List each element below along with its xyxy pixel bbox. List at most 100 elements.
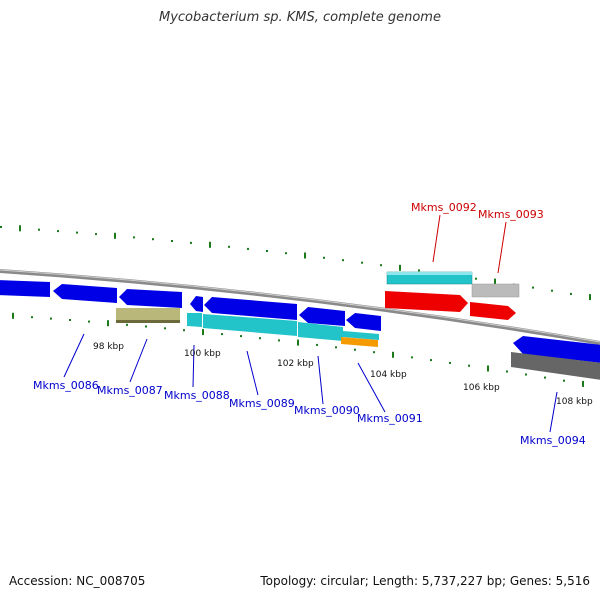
scale-labels: 98 kbp 100 kbp 102 kbp 104 kbp 106 kbp 1…	[93, 342, 593, 407]
upper-row-major-tick	[399, 264, 401, 271]
gene-label-mkms-0089[interactable]: Mkms_0089	[229, 397, 295, 410]
gene-block-mkms-0089-cyan[interactable]	[203, 314, 297, 336]
gene-arrow-mkms-0085[interactable]	[0, 280, 50, 297]
scale-label-106kbp: 106 kbp	[463, 383, 500, 393]
gene-label-mkms-0091[interactable]: Mkms_0091	[357, 412, 423, 425]
gene-label-mkms-0087[interactable]: Mkms_0087	[97, 384, 163, 397]
upper-row-major-tick	[114, 232, 116, 239]
upper-row-minor-tick	[551, 289, 553, 292]
upper-row-minor-tick	[57, 230, 59, 233]
gene-block-mkms-0087-olive[interactable]	[116, 308, 180, 322]
upper-row-minor-tick	[247, 247, 249, 250]
leader-line-mkms-0091	[357, 362, 386, 413]
lower-row-minor-tick	[50, 317, 52, 320]
upper-row-minor-tick	[532, 286, 534, 289]
gene-block-mkms-0090-cyan[interactable]	[298, 322, 343, 341]
gene-block-mkms-0088-cyan[interactable]	[187, 313, 202, 327]
gene-arrow-mkms-0090[interactable]	[299, 307, 345, 326]
upper-row-major-tick	[19, 225, 21, 232]
leader-line-mkms-0092	[432, 214, 441, 263]
lower-row-minor-tick	[449, 361, 451, 364]
upper-row-minor-tick	[95, 233, 97, 236]
leader-line-mkms-0094	[549, 391, 558, 433]
lower-row-minor-tick	[430, 359, 432, 362]
gene-block-mkms-0087-olive-edge	[116, 320, 180, 323]
lower-row-minor-tick	[31, 316, 33, 319]
gene-arrow-mkms-0088[interactable]	[190, 296, 203, 312]
leader-line-mkms-0093	[497, 221, 507, 274]
upper-row-minor-tick	[190, 241, 192, 244]
upper-row-major-tick	[304, 252, 306, 259]
upper-row-minor-tick	[76, 231, 78, 234]
upper-row-minor-tick	[475, 277, 477, 280]
upper-row-minor-tick	[38, 228, 40, 231]
gene-label-mkms-0090[interactable]: Mkms_0090	[294, 404, 360, 417]
lower-row-major-tick	[392, 351, 394, 358]
gene-label-mkms-0094[interactable]: Mkms_0094	[520, 434, 586, 447]
scale-label-104kbp: 104 kbp	[370, 370, 407, 380]
gene-block-mkms-0091-orange[interactable]	[341, 337, 378, 347]
gene-arrow-mkms-0094[interactable]	[513, 336, 600, 363]
upper-row-minor-tick	[133, 236, 135, 239]
gene-labels: Mkms_0092 Mkms_0093 Mkms_0086 Mkms_0087 …	[33, 201, 586, 447]
leader-line-mkms-0088	[192, 344, 195, 388]
genome-backbone	[0, 269, 600, 345]
scale-label-100kbp: 100 kbp	[184, 349, 221, 359]
lower-row-major-tick	[107, 320, 109, 327]
upper-row-minor-tick	[380, 264, 382, 267]
leader-line-mkms-0087	[129, 338, 148, 383]
upper-row-minor-tick	[570, 292, 572, 295]
lower-row-minor-tick	[126, 323, 128, 326]
leader-line-mkms-0086	[63, 333, 85, 378]
gene-label-mkms-0092[interactable]: Mkms_0092	[411, 201, 477, 214]
lower-row-minor-tick	[278, 339, 280, 342]
gene-arrow-mkms-0093-gray[interactable]	[471, 283, 520, 298]
leader-line-mkms-0090	[317, 355, 324, 405]
lower-row-minor-tick	[468, 364, 470, 367]
lower-row-minor-tick	[525, 373, 527, 376]
gene-arrow-mkms-0092-red[interactable]	[385, 291, 468, 312]
upper-row-minor-tick	[0, 226, 2, 228]
lower-row-minor-tick	[563, 379, 565, 382]
lower-row-minor-tick	[164, 327, 166, 330]
lower-row-major-tick	[487, 365, 489, 372]
gene-label-mkms-0093[interactable]: Mkms_0093	[478, 208, 544, 221]
lower-row-major-tick	[12, 312, 14, 319]
lower-row-minor-tick	[354, 348, 356, 351]
lower-row-minor-tick	[183, 329, 185, 332]
genome-summary-text: Topology: circular; Length: 5,737,227 bp…	[260, 574, 590, 588]
gene-arrow-mkms-0091[interactable]	[346, 313, 381, 331]
lower-row-minor-tick	[88, 320, 90, 323]
leader-line-mkms-0089	[246, 350, 259, 396]
scale-label-108kbp: 108 kbp	[556, 397, 593, 407]
gene-arrow-mkms-0086[interactable]	[53, 284, 117, 303]
upper-row-minor-tick	[361, 261, 363, 264]
genome-backbone-highlight	[0, 269, 600, 343]
lower-row-minor-tick	[316, 343, 318, 346]
accession-text: Accession: NC_008705	[9, 574, 146, 588]
forward-strand-genes	[385, 271, 520, 320]
gene-arrow-mkms-0093-red[interactable]	[470, 302, 516, 320]
gene-label-mkms-0088[interactable]: Mkms_0088	[164, 389, 230, 402]
scale-label-102kbp: 102 kbp	[277, 359, 314, 369]
lower-row-major-tick	[582, 380, 584, 387]
lower-row-minor-tick	[544, 376, 546, 379]
scale-label-98kbp: 98 kbp	[93, 342, 124, 352]
lower-row-minor-tick	[411, 356, 413, 359]
reverse-strand-genes-right	[511, 336, 600, 380]
gene-arrow-mkms-0087[interactable]	[119, 289, 182, 308]
gene-arrow-mkms-0092-highlight	[387, 272, 472, 275]
gene-block-mkms-0094-gray[interactable]	[511, 352, 600, 380]
genome-title: Mycobacterium sp. KMS, complete genome	[159, 10, 441, 25]
upper-row-minor-tick	[342, 259, 344, 262]
lower-row-minor-tick	[240, 335, 242, 338]
gene-arrow-mkms-0089[interactable]	[204, 297, 297, 320]
upper-row-minor-tick	[152, 238, 154, 241]
upper-row-minor-tick	[228, 245, 230, 248]
lower-row-major-tick	[202, 329, 204, 336]
gene-label-mkms-0086[interactable]: Mkms_0086	[33, 379, 99, 392]
gene-block-mkms-0091-cyan[interactable]	[343, 331, 379, 340]
lower-row-minor-tick	[259, 337, 261, 340]
